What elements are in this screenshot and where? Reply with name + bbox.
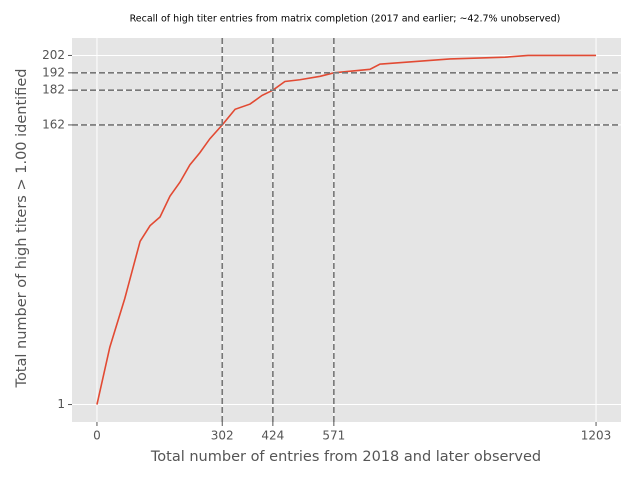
- x-tick-label: 1203: [581, 429, 612, 443]
- data-line: [96, 54, 597, 405]
- y-tick-label: 192: [42, 65, 65, 79]
- y-tick-label: 202: [42, 48, 65, 62]
- chart-title: Recall of high titer entries from matrix…: [130, 14, 561, 25]
- x-tick-label: 424: [261, 429, 284, 443]
- y-tick-label: 1: [57, 397, 65, 411]
- x-axis-label: Total number of entries from 2018 and la…: [150, 449, 541, 465]
- x-tick-label: 0: [93, 429, 101, 443]
- x-tick-label: 571: [322, 429, 345, 443]
- y-tick-label: 162: [42, 117, 65, 131]
- x-tick-label: 302: [211, 429, 234, 443]
- y-axis-label: Total number of high titers > 1.00 ident…: [14, 69, 30, 389]
- y-tick-label: 182: [42, 83, 65, 97]
- plot-background: [72, 38, 621, 422]
